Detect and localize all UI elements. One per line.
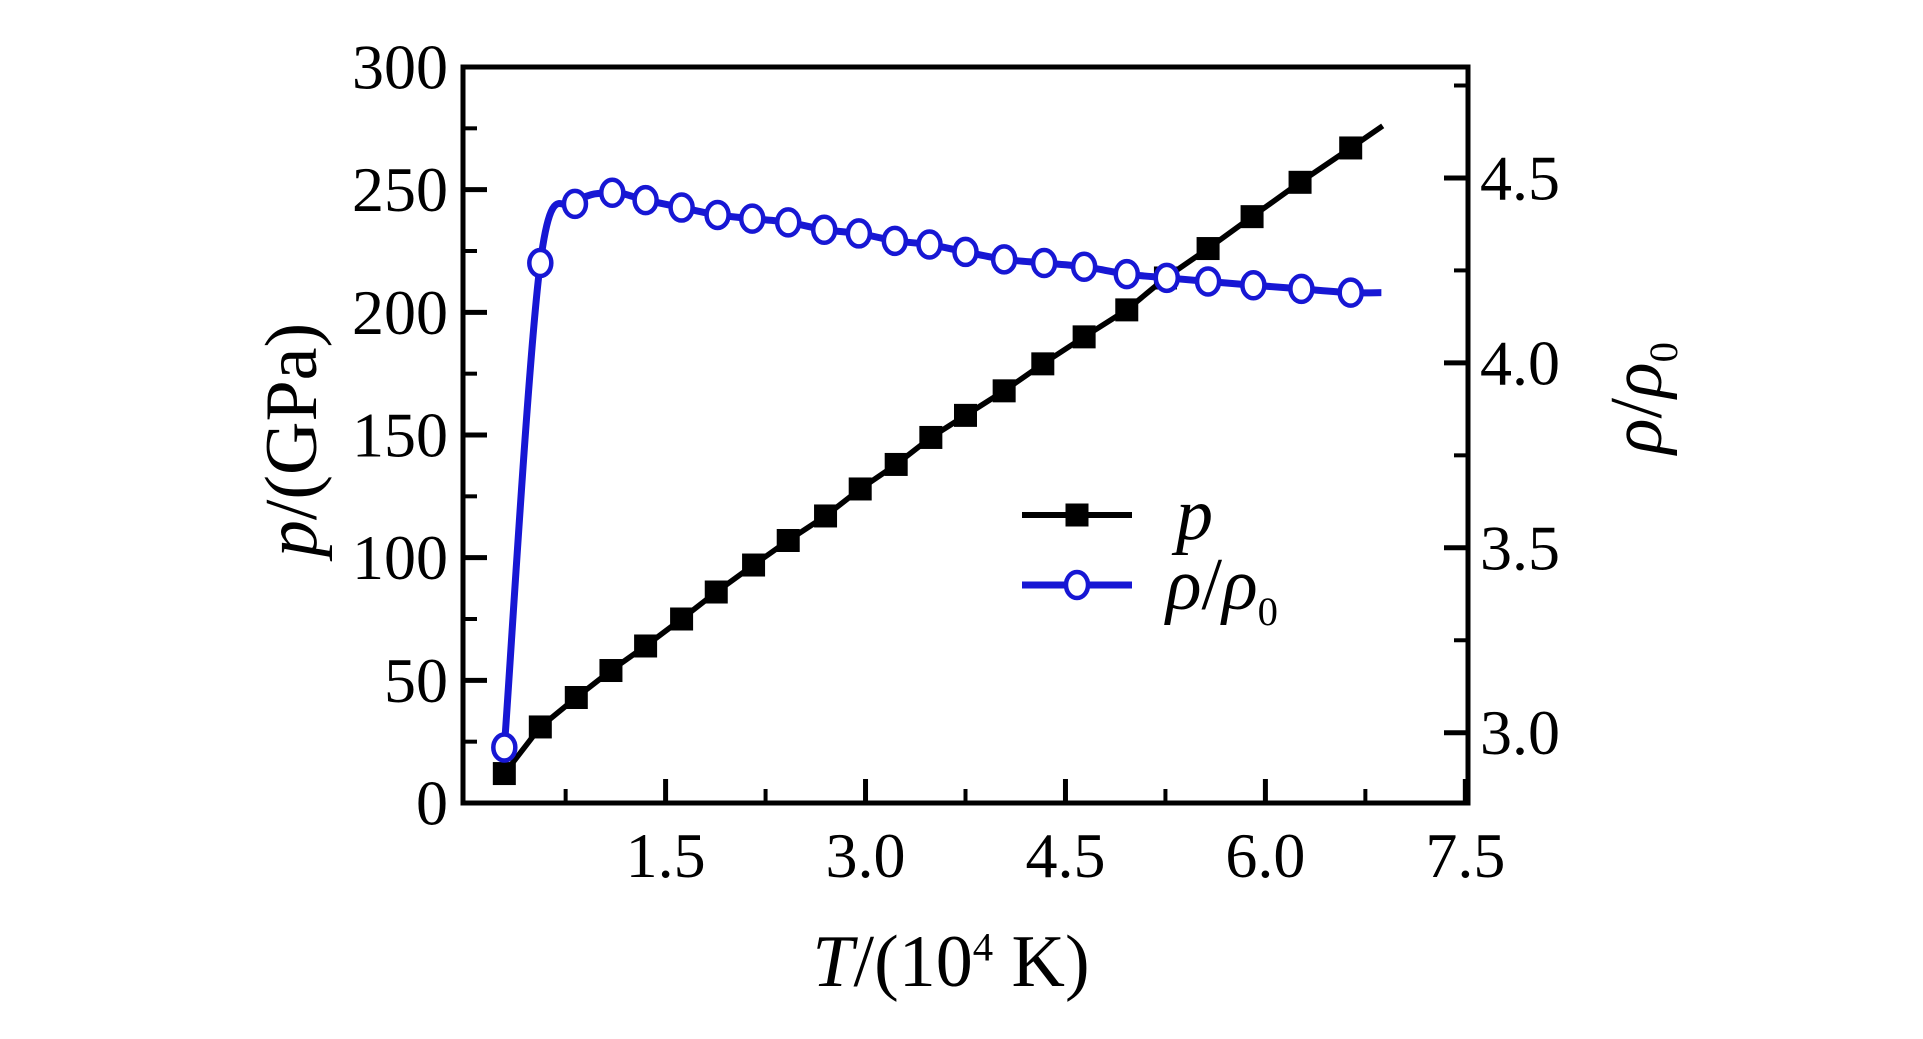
- marker-square: [814, 504, 838, 528]
- marker-circle: [491, 732, 518, 763]
- marker-square: [742, 553, 766, 577]
- marker-circle: [1153, 262, 1181, 294]
- legend-label-rho: ρ/ρ0: [1166, 548, 1278, 632]
- marker-square: [776, 528, 800, 552]
- y-right-tick-label: 3.5: [1480, 512, 1560, 583]
- marker-circle: [632, 184, 659, 216]
- marker-circle: [1030, 247, 1058, 279]
- x-tick-label: 1.5: [626, 820, 706, 891]
- marker-circle: [738, 203, 766, 234]
- label-part: /(10: [853, 921, 973, 1003]
- marker-square: [634, 634, 658, 658]
- marker-circle: [1113, 258, 1141, 290]
- label-part: T: [812, 921, 854, 1003]
- y-left-tick-label: 150: [352, 400, 448, 471]
- marker-circle: [774, 207, 802, 238]
- label-part: 0: [1257, 588, 1278, 634]
- marker-circle: [1070, 251, 1098, 282]
- marker-circle: [561, 188, 589, 220]
- marker-circle: [1288, 273, 1315, 305]
- label-part: /: [1596, 397, 1678, 419]
- marker-square: [954, 403, 977, 427]
- marker-square: [1240, 205, 1264, 229]
- marker-circle: [916, 229, 943, 260]
- label-part: 4: [972, 924, 994, 970]
- y-right-tick-label: 4.0: [1480, 327, 1560, 398]
- marker-square: [1339, 136, 1363, 160]
- marker-square: [848, 477, 872, 501]
- label-part: 0: [1640, 342, 1686, 363]
- marker-circle: [1240, 269, 1267, 301]
- label-part: ρ: [1596, 362, 1678, 398]
- legend-label-p: p: [1176, 478, 1213, 552]
- marker-circle: [599, 177, 626, 208]
- label-part: K): [993, 921, 1090, 1003]
- label-part: ρ: [1222, 544, 1258, 626]
- y-right-tick-label: 4.5: [1480, 142, 1560, 213]
- marker-square: [1031, 352, 1055, 376]
- y-left-tick-label: 50: [384, 645, 448, 716]
- marker-circle: [990, 244, 1018, 275]
- marker-square: [992, 379, 1016, 403]
- marker-square: [1115, 298, 1139, 322]
- label-part: /(GPa): [251, 322, 333, 521]
- x-tick-label: 6.0: [1225, 820, 1305, 891]
- marker-circle: [881, 225, 909, 257]
- marker-square: [1196, 237, 1220, 261]
- marker-square: [884, 452, 908, 476]
- marker-circle: [845, 218, 873, 249]
- y-left-tick-label: 100: [352, 522, 448, 593]
- marker-square: [1072, 325, 1096, 349]
- marker-circle: [527, 247, 554, 279]
- marker-circle: [952, 236, 979, 268]
- marker-circle: [810, 214, 838, 245]
- x-tick-label: 7.5: [1425, 820, 1505, 891]
- legend-marker-square: [1065, 503, 1089, 527]
- y-left-tick-label: 0: [416, 768, 448, 839]
- label-part: ρ: [1596, 418, 1678, 454]
- label-part: p: [251, 520, 333, 558]
- y-left-tick-label: 300: [352, 32, 448, 103]
- marker-square: [704, 580, 728, 604]
- marker-square: [528, 715, 552, 739]
- marker-circle: [1194, 266, 1222, 297]
- marker-square: [1288, 170, 1312, 194]
- x-tick-label: 4.5: [1025, 820, 1105, 891]
- x-axis-title: T/(104 K): [812, 925, 1089, 999]
- x-tick-label: 3.0: [826, 820, 906, 891]
- marker-circle: [1337, 277, 1364, 308]
- legend-marker-circle: [1063, 569, 1091, 601]
- marker-square: [492, 762, 516, 786]
- label-part: p: [1176, 474, 1213, 556]
- y-left-tick-label: 250: [352, 154, 448, 225]
- label-part: /: [1201, 544, 1223, 626]
- y-right-tick-label: 3.0: [1480, 697, 1560, 768]
- marker-square: [599, 659, 623, 683]
- label-part: ρ: [1166, 544, 1202, 626]
- marker-circle: [668, 192, 695, 223]
- plot-frame: [460, 64, 1471, 806]
- marker-circle: [704, 199, 731, 231]
- marker-square: [919, 425, 943, 449]
- y-left-axis-title: p/(GPa): [251, 323, 333, 557]
- y-left-tick-label: 200: [352, 277, 448, 348]
- marker-square: [670, 607, 694, 631]
- marker-square: [564, 686, 588, 710]
- y-right-axis-title: ρ/ρ0: [1596, 342, 1686, 454]
